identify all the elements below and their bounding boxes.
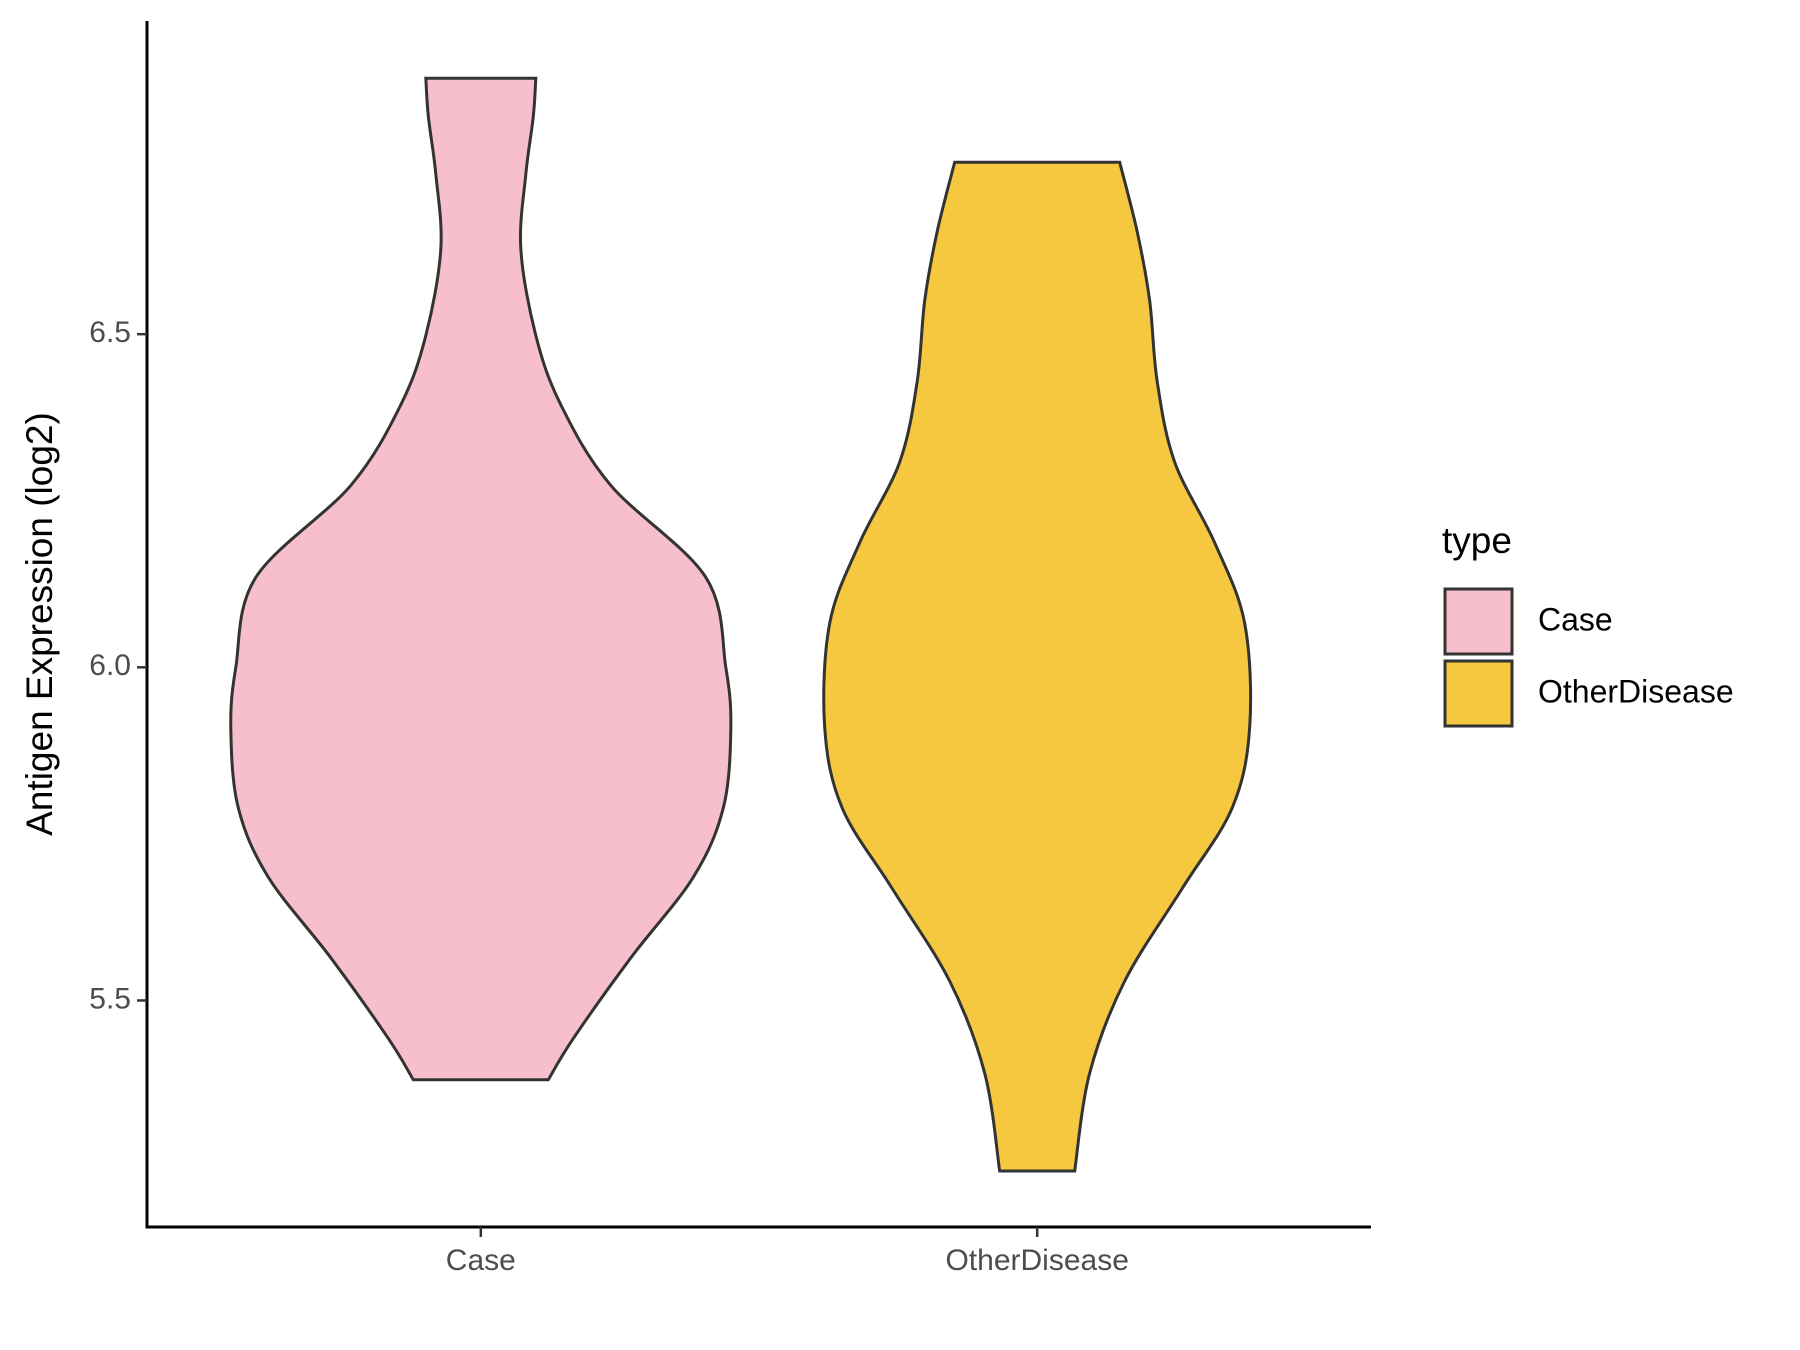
y-axis-title: Antigen Expression (log2) [19,412,60,836]
legend-key [1443,659,1514,728]
legend-label: OtherDisease [1538,673,1734,709]
y-tick-label: 6.0 [89,649,131,682]
x-tick-label: Case [446,1244,516,1277]
x-tick-label: OtherDisease [945,1244,1128,1277]
legend-title: type [1442,520,1512,561]
legend-key [1443,587,1514,656]
violin [822,160,1253,1173]
violin [229,76,733,1082]
y-tick-label: 5.5 [89,982,131,1015]
legend-label: Case [1538,601,1613,637]
y-tick-label: 6.5 [89,316,131,349]
